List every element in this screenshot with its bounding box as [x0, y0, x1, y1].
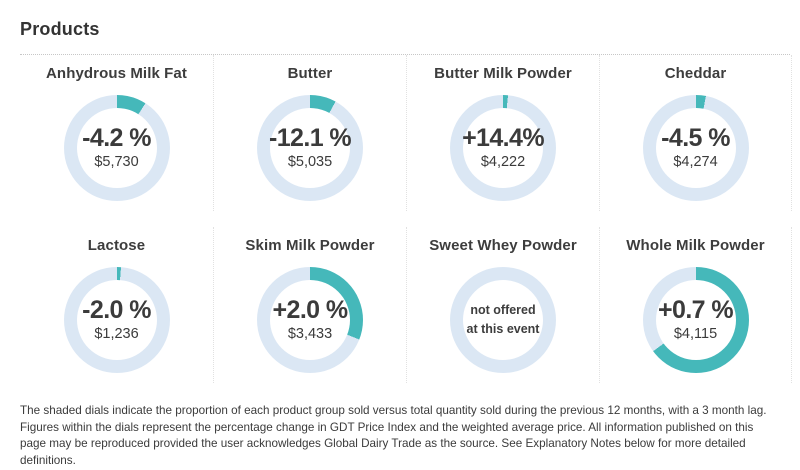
dial-average-price: $4,274: [673, 154, 718, 170]
product-card: Butter Milk Powder +14.4% $4,222: [406, 55, 599, 211]
dial-average-price: $5,035: [287, 154, 333, 170]
dial-percent-change: +14.4%: [462, 124, 544, 152]
dial-chart: -2.0 % $1,236: [63, 267, 170, 373]
dial-chart: +2.0 % $3,433: [257, 267, 363, 373]
footer-note: The shaded dials indicate the proportion…: [20, 404, 767, 468]
dial-center: not offered at this event: [463, 280, 543, 360]
dial-average-price: $4,222: [480, 154, 526, 170]
product-title: Cheddar: [664, 65, 727, 82]
dial-center: -12.1 % $5,035: [269, 108, 352, 188]
product-card: Cheddar -4.5 % $4,274: [599, 55, 792, 211]
product-title: Skim Milk Powder: [245, 237, 375, 254]
dial-chart: +0.7 % $4,115: [642, 267, 749, 373]
not-offered-note: not offered at this event: [467, 301, 540, 339]
dial-percent-change: +0.7 %: [658, 296, 734, 324]
product-card: Anhydrous Milk Fat -4.2 % $5,730: [20, 55, 213, 211]
dial-center: +2.0 % $3,433: [270, 280, 350, 360]
product-card: Skim Milk Powder +2.0 % $3,433: [213, 227, 406, 383]
product-card: Lactose -2.0 % $1,236: [20, 227, 213, 383]
header-divider: [20, 54, 790, 55]
product-card: Butter -12.1 % $5,035: [213, 55, 406, 211]
product-card: Whole Milk Powder +0.7 % $4,115: [599, 227, 792, 383]
dial-center: -4.2 % $5,730: [76, 108, 157, 188]
dial-center: -4.5 % $4,274: [655, 108, 736, 188]
dial-percent-change: -2.0 %: [82, 296, 151, 324]
dial-center: -2.0 % $1,236: [76, 280, 157, 360]
product-title: Anhydrous Milk Fat: [46, 65, 187, 82]
dial-average-price: $4,115: [673, 326, 718, 342]
page-title: Products: [20, 19, 100, 39]
not-offered-line: at this event: [466, 322, 540, 336]
dial-percent-change: +2.0 %: [272, 296, 349, 324]
products-grid: Anhydrous Milk Fat -4.2 % $5,730 Butter …: [20, 55, 792, 383]
dial-chart: not offered at this event: [450, 267, 556, 373]
product-card: Sweet Whey Powder not offered at this ev…: [406, 227, 599, 383]
not-offered-line: not offered: [470, 303, 536, 318]
dial-average-price: $1,236: [94, 326, 139, 342]
product-title: Butter Milk Powder: [434, 65, 572, 82]
dial-center: +0.7 % $4,115: [655, 280, 736, 360]
dial-percent-change: -4.2 %: [82, 124, 151, 152]
product-title: Sweet Whey Powder: [429, 237, 577, 254]
product-title: Whole Milk Powder: [626, 237, 765, 254]
dial-percent-change: -4.5 %: [661, 124, 730, 152]
product-title: Lactose: [87, 237, 146, 254]
dial-percent-change: -12.1 %: [269, 124, 352, 152]
product-title: Butter: [287, 65, 333, 82]
dial-chart: -4.2 % $5,730: [63, 95, 170, 201]
dial-average-price: $5,730: [94, 154, 139, 170]
dial-chart: +14.4% $4,222: [450, 95, 556, 201]
dial-average-price: $3,433: [287, 326, 333, 342]
dial-chart: -12.1 % $5,035: [257, 95, 363, 201]
dial-center: +14.4% $4,222: [462, 108, 545, 188]
dial-chart: -4.5 % $4,274: [642, 95, 749, 201]
